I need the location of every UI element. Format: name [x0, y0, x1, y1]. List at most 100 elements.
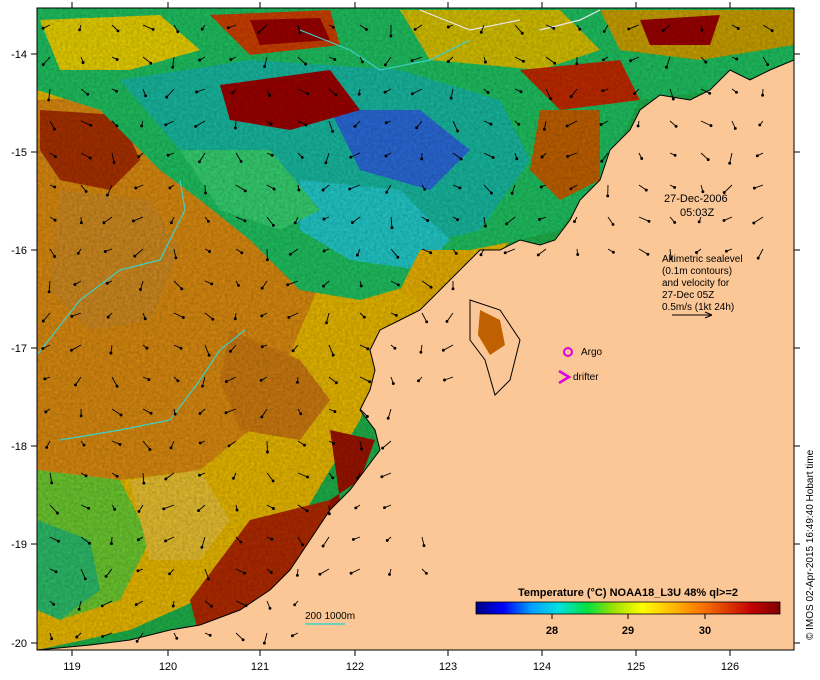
velocity-arrow-head [195, 90, 199, 94]
velocity-arrow-head [306, 92, 310, 96]
velocity-arrow [762, 56, 769, 65]
velocity-arrow-head [356, 476, 360, 480]
velocity-arrow-head [45, 445, 49, 449]
velocity-arrow [49, 120, 55, 130]
velocity-arrow-head [396, 283, 400, 287]
velocity-arrow-head [137, 155, 141, 159]
velocity-arrow [723, 184, 733, 193]
date-label: 27-Dec-2006 [664, 193, 728, 205]
velocity-arrow-head [263, 65, 267, 68]
velocity-arrow-head [366, 347, 370, 351]
velocity-arrow-head [322, 249, 326, 253]
velocity-arrow [111, 376, 118, 387]
velocity-arrow-head [424, 571, 428, 575]
velocity-arrow-head [162, 507, 166, 511]
velocity-arrow [266, 216, 274, 226]
velocity-arrow-head [207, 353, 211, 357]
velocity-arrow-head [735, 57, 739, 61]
velocity-arrow-head [706, 158, 710, 162]
velocity-arrow [266, 440, 268, 453]
velocity-arrow-head [674, 124, 678, 128]
velocity-arrow [421, 248, 431, 254]
velocity-arrow-head [449, 96, 453, 100]
velocity-arrow-head [290, 634, 294, 638]
velocity-arrow [297, 536, 303, 546]
velocity-arrow-head [304, 62, 308, 66]
velocity-arrow-head [553, 61, 557, 65]
velocity-arrow-head [384, 121, 388, 125]
velocity-arrow-head [53, 127, 56, 131]
velocity-arrow-head [458, 186, 462, 190]
velocity-arrow-head [365, 28, 368, 31]
velocity-arrow-head [394, 313, 398, 317]
velocity-arrow-head [334, 381, 338, 385]
velocity-arrow [666, 56, 671, 68]
velocity-arrow-head [647, 219, 651, 223]
velocity-arrow [142, 408, 152, 414]
velocity-arrow-head [50, 481, 54, 485]
velocity-arrow-head [752, 186, 756, 190]
velocity-arrow-head [420, 157, 424, 161]
velocity-arrow [349, 184, 361, 190]
velocity-arrow-head [489, 122, 493, 126]
velocity-arrow-head [423, 187, 427, 191]
velocity-arrow-head [133, 254, 137, 258]
velocity-arrow-head [89, 123, 93, 127]
lon-tick-label: 119 [63, 661, 81, 673]
legend-line: 27-Dec 05Z [662, 290, 714, 301]
velocity-arrow-head [54, 570, 58, 574]
velocity-arrow [297, 472, 308, 478]
velocity-arrow-head [673, 153, 677, 157]
isobath-key: 200 1000m [305, 611, 355, 625]
velocity-arrow-head [140, 124, 144, 128]
velocity-arrow-head [305, 509, 309, 513]
velocity-arrow [566, 120, 578, 127]
velocity-arrow-head [79, 221, 83, 225]
velocity-arrow [328, 344, 334, 356]
velocity-arrow-head [708, 91, 712, 95]
velocity-arrow [607, 216, 614, 225]
velocity-arrow [452, 120, 459, 132]
velocity-arrow-head [321, 188, 325, 192]
velocity-arrow-head [115, 89, 119, 93]
argo-marker-icon [563, 347, 573, 357]
velocity-arrow-head [211, 317, 215, 321]
velocity-arrow-head [459, 157, 463, 161]
velocity-arrow-head [204, 191, 207, 195]
velocity-arrow [288, 312, 299, 318]
velocity-arrow-head [483, 224, 487, 228]
velocity-arrow-head [100, 604, 104, 608]
velocity-arrow-head [331, 353, 335, 357]
velocity-arrow-head [331, 476, 335, 480]
velocity-arrow-head [168, 186, 172, 190]
velocity-arrow [570, 88, 578, 97]
velocity-arrow-head [239, 159, 243, 163]
velocity-arrow-head [101, 634, 105, 638]
land [37, 59, 794, 650]
velocity-arrow-head [229, 349, 232, 353]
velocity-arrow-head [295, 573, 299, 577]
legend-line: Altimetric sealevel [662, 254, 743, 265]
velocity-arrow [80, 568, 86, 579]
velocity-arrow-head [47, 290, 51, 294]
velocity-arrow-head [144, 94, 148, 98]
colorbar-tick: 28 [546, 625, 558, 637]
velocity-arrow-head [644, 188, 648, 192]
velocity-arrow-head [396, 255, 400, 259]
velocity-arrow-head [456, 218, 460, 222]
velocity-arrow [71, 344, 82, 351]
velocity-arrow [390, 248, 399, 258]
velocity-arrow-head [198, 441, 202, 445]
velocity-arrow-head [766, 63, 770, 67]
velocity-arrow-head [53, 185, 57, 189]
velocity-arrow [729, 152, 733, 164]
velocity-arrow-head [208, 633, 212, 637]
velocity-arrow-head [303, 443, 306, 447]
velocity-arrow-head [139, 288, 142, 291]
velocity-arrow-head [69, 348, 73, 352]
velocity-arrow-head [87, 506, 91, 510]
velocity-arrow-head [391, 382, 395, 385]
drifter-marker-icon [558, 369, 572, 385]
colorbar-tick: 29 [622, 625, 634, 637]
velocity-arrow-head [331, 441, 335, 445]
